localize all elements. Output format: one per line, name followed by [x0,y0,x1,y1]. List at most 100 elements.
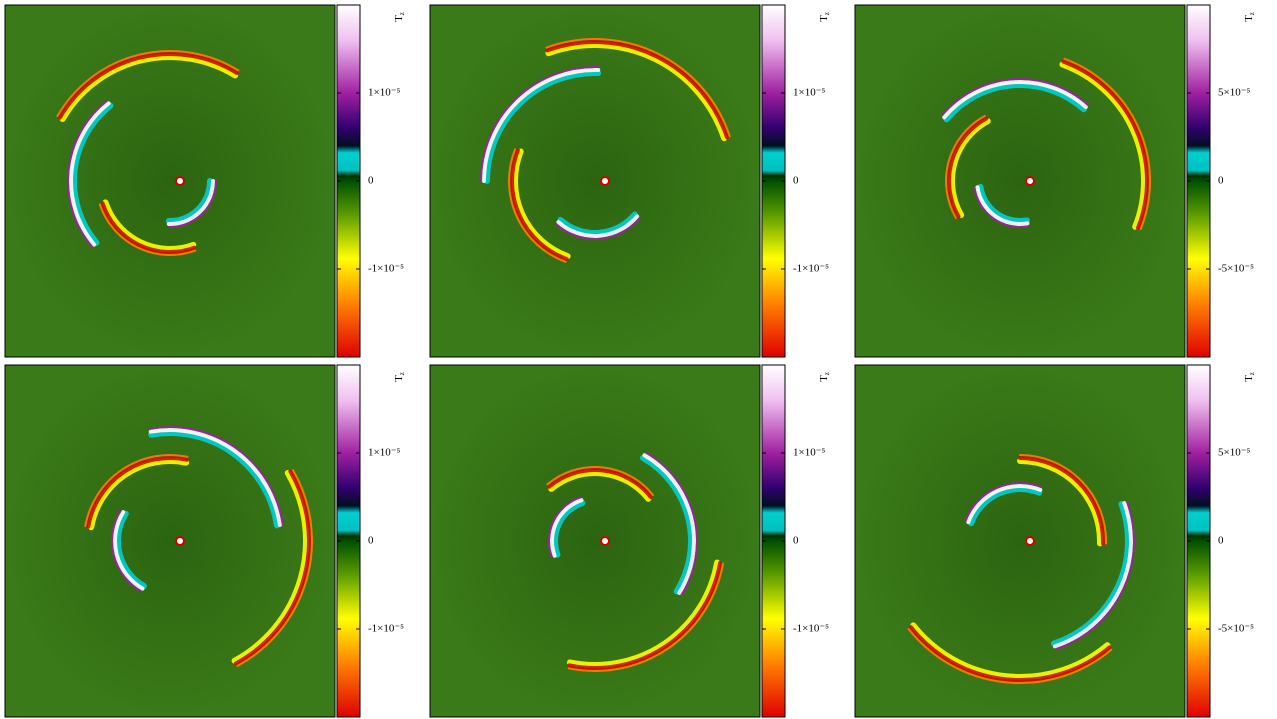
heatmap [854,4,1186,358]
feature [910,622,1111,680]
center-marker [175,176,185,186]
feature [100,201,197,254]
feature [545,38,731,138]
colorbar-tick-label: 1×10⁻⁵ [368,447,401,459]
colorbar-tick-label: 0 [1218,175,1224,187]
feature [69,101,111,247]
colorbar-tick-label: -1×10⁻⁵ [368,263,404,275]
feature [567,561,723,670]
feature [480,66,600,182]
feature [546,466,655,497]
heatmap [429,364,761,718]
feature [966,484,1043,525]
colorbar-tick-label: -5×10⁻⁵ [1218,623,1254,635]
colorbar-label: Tz [1243,12,1256,22]
colorbar-label-subscript: z [823,12,831,15]
feature [566,559,721,668]
feature [1063,57,1151,231]
feature [166,179,215,226]
feature [102,199,197,252]
feature [907,628,1113,685]
center-marker [1025,536,1035,546]
center-marker [1025,176,1035,186]
colorbar-label: Tz [393,372,406,382]
feature [949,118,991,218]
colorbar-tick-label: 0 [368,535,374,547]
feature [510,148,569,261]
feature [940,78,1089,117]
feature [1052,501,1133,649]
feature [236,469,313,667]
feature [1050,501,1131,647]
colorbar-label-symbol: T [393,375,405,382]
feature [555,217,641,240]
feature [149,426,284,526]
colorbar-tick-label: 1×10⁻⁵ [793,447,826,459]
feature [484,70,602,184]
feature [942,80,1088,120]
colorbar-label-subscript: z [398,372,406,375]
feature [545,42,728,142]
colorbar-label-symbol: T [1243,375,1255,382]
feature [547,468,653,499]
heatmap [854,364,1186,718]
colorbar-tick-label: 0 [1218,535,1224,547]
feature [508,148,567,263]
feature [968,486,1043,527]
center-marker [600,176,610,186]
feature [512,148,571,260]
heatmap [429,4,761,358]
feature [548,496,582,558]
colorbar-label-subscript: z [1248,372,1256,375]
feature [1059,61,1147,230]
colorbar-tick-label: -1×10⁻⁵ [793,263,829,275]
feature [1017,458,1103,547]
feature [231,470,309,664]
feature [115,510,147,590]
colorbar-label: Tz [393,12,406,22]
feature [84,454,189,528]
feature [148,428,282,527]
colorbar-label-symbol: T [1243,15,1255,22]
feature [88,458,190,531]
colorbar-tick-label: -5×10⁻⁵ [1218,263,1254,275]
feature [148,430,280,529]
colorbar-label-symbol: T [818,15,830,22]
colorbar-tick-label: -1×10⁻⁵ [793,623,829,635]
feature [556,214,640,238]
colorbar-label-symbol: T [393,15,405,22]
feature [1019,454,1107,545]
feature [640,454,694,595]
feature [165,178,213,224]
center-marker [600,536,610,546]
feature [977,183,1030,224]
feature [545,40,729,140]
feature [1061,59,1149,230]
feature [98,203,197,256]
feature [167,180,217,228]
feature [973,186,1029,228]
feature [550,498,584,558]
colorbar-tick-label: 0 [368,175,374,187]
feature [59,54,239,122]
feature [964,482,1043,523]
feature [557,211,638,236]
heatmap [4,364,336,718]
colorbar-label-subscript: z [1248,12,1256,15]
feature [975,185,1030,226]
feature [548,470,652,502]
feature [642,453,696,595]
feature [645,451,698,596]
heatmap [4,4,336,358]
feature [567,562,725,672]
colorbar-tick-label: 0 [793,175,799,187]
colorbar-label: Tz [818,12,831,22]
feature [943,82,1087,123]
colorbar-label-symbol: T [818,375,830,382]
colorbar-tick-label: -1×10⁻⁵ [368,623,404,635]
colorbar-tick-label: 5×10⁻⁵ [1218,87,1251,99]
feature [58,52,239,120]
colorbar-tick-label: 0 [793,535,799,547]
feature [552,500,586,558]
